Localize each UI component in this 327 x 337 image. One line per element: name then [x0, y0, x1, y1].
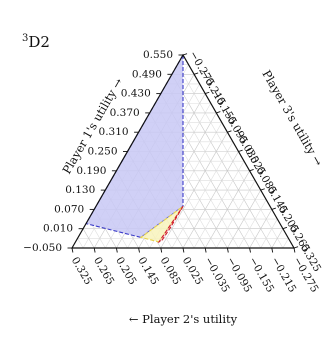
grid-line — [204, 170, 250, 249]
right-axis-tick-mark — [260, 188, 265, 191]
bottom-axis-tick-mark — [160, 247, 163, 253]
left-axis-tick-label: −0.050 — [23, 242, 62, 254]
right-axis-tick-mark — [216, 111, 221, 114]
bottom-axis-tick-mark — [204, 247, 207, 253]
right-axis-tick-mark — [238, 149, 243, 152]
regions — [85, 52, 184, 244]
right-axis-tick-mark — [205, 91, 210, 95]
region-polygon — [157, 205, 184, 244]
grid-line — [216, 180, 256, 249]
left-axis-tick-label: 0.190 — [76, 165, 106, 177]
grid-line — [238, 199, 267, 249]
bottom-axis-tick-label: 0.265 — [91, 255, 116, 287]
title-main: D2 — [28, 33, 50, 51]
grid-line — [171, 141, 234, 249]
bottom-axis-tick-mark — [138, 247, 140, 253]
bottom-axis-tick-label: 0.325 — [69, 255, 94, 287]
grid-line — [271, 228, 284, 249]
right-axis-tick-mark — [227, 130, 232, 133]
grid-line — [260, 218, 278, 249]
grid-line — [182, 151, 239, 249]
grid-line — [177, 64, 284, 249]
grid-line — [193, 161, 245, 249]
left-axis-tick-label: 0.250 — [87, 146, 117, 158]
grid-line — [77, 238, 84, 249]
right-axis-tick-mark — [282, 226, 288, 230]
bottom-axis-tick-mark — [293, 247, 296, 253]
right-axis-tick-mark — [193, 72, 199, 75]
left-axis-tick-label: 0.550 — [143, 49, 173, 61]
right-axis-tick-mark — [182, 53, 188, 56]
bottom-axis-tick-mark — [271, 247, 274, 253]
right-axis-label: Player 3's utility → — [259, 68, 325, 169]
bottom-axis-tick-label: 0.025 — [180, 255, 205, 287]
left-axis-tick-label: 0.070 — [54, 203, 84, 215]
bottom-axis-tick-mark — [71, 247, 74, 253]
grid-line — [227, 189, 261, 249]
grid-line — [282, 238, 289, 249]
left-axis-tick-label: 0.130 — [65, 184, 95, 196]
bottom-axis-tick-label: 0.205 — [113, 255, 138, 287]
chart-title: 3D2 — [22, 33, 50, 51]
left-axis-tick-label: 0.010 — [43, 223, 73, 235]
title-superscript: 3 — [22, 33, 28, 44]
bottom-axis-tick-mark — [93, 247, 96, 253]
left-axis-tick-label: 0.430 — [121, 88, 151, 100]
bottom-axis-tick-mark — [182, 247, 185, 253]
left-axis-tick-label: 0.370 — [110, 107, 140, 119]
grid-line — [82, 228, 95, 249]
grid-line — [249, 209, 273, 249]
bottom-axis-tick-mark — [249, 247, 251, 253]
bottom-axis-tick-label: 0.145 — [135, 255, 160, 287]
left-axis-tick-label: 0.310 — [99, 126, 129, 138]
bottom-axis-label: ← Player 2's utility — [129, 312, 238, 326]
right-axis-tick-mark — [249, 169, 254, 172]
bottom-axis-tick-label: 0.085 — [158, 255, 183, 287]
bottom-axis-tick-mark — [226, 247, 229, 253]
bottom-axis-tick-mark — [115, 247, 118, 253]
left-axis-tick-label: 0.490 — [132, 68, 162, 80]
right-axis-tick-mark — [271, 207, 276, 210]
right-axis-tick-mark — [293, 246, 299, 249]
